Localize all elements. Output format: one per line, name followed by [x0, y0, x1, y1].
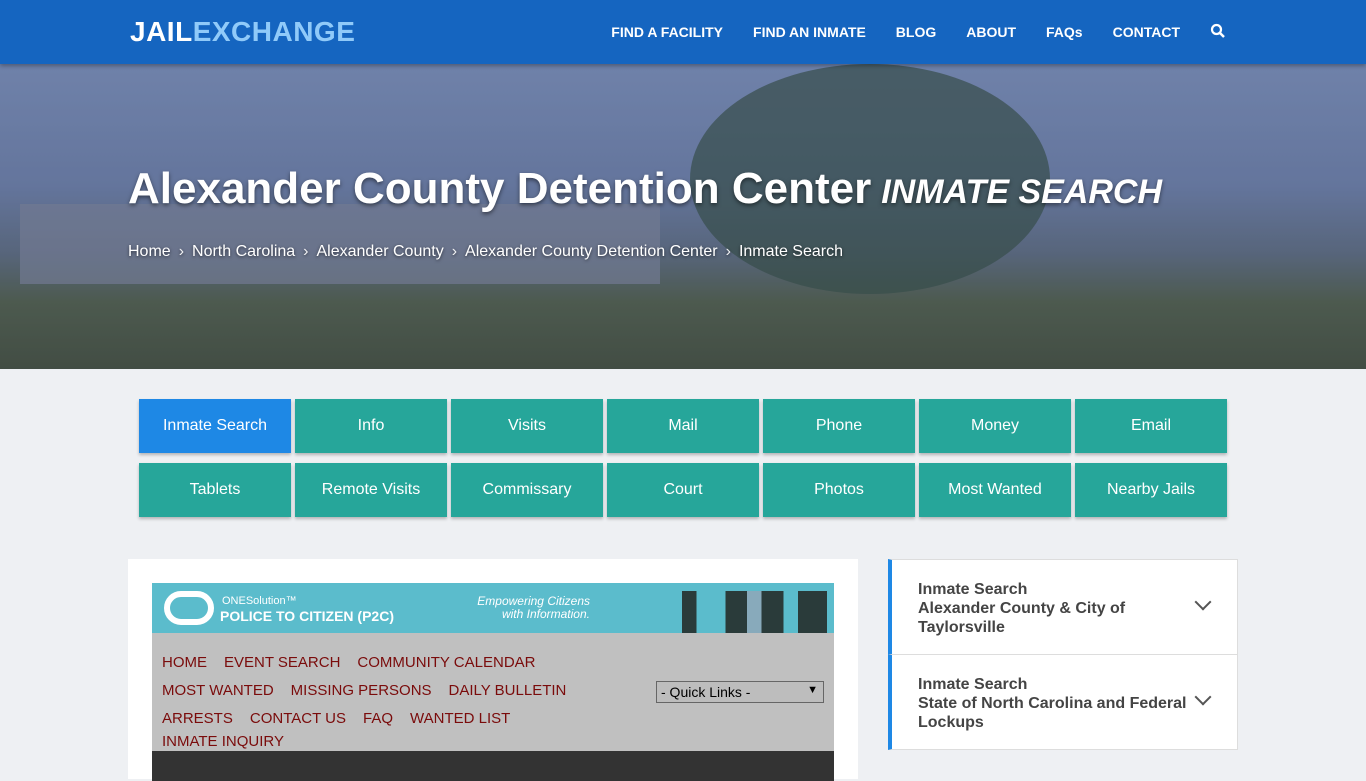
p2c-link-daily-bulletin[interactable]: DAILY BULLETIN [448, 682, 567, 699]
btn-mail[interactable]: Mail [607, 399, 759, 453]
top-nav: JAILEXCHANGE FIND A FACILITY FIND AN INM… [0, 0, 1366, 64]
logo-part2: EXCHANGE [192, 16, 356, 47]
breadcrumb-county[interactable]: Alexander County [316, 243, 444, 260]
btn-commissary[interactable]: Commissary [451, 463, 603, 517]
btn-nearby-jails[interactable]: Nearby Jails [1075, 463, 1227, 517]
tagline-2: with Information. [501, 607, 590, 621]
city-skyline-icon [682, 591, 827, 633]
breadcrumb-home[interactable]: Home [128, 243, 171, 260]
chevron-down-icon: ▼ [807, 684, 818, 696]
p2c-screenshot-card: ONESolution™ POLICE TO CITIZEN (P2C) Emp… [128, 559, 858, 781]
quick-links-value: - Quick Links - [661, 684, 751, 700]
p2c-link-event-search[interactable]: EVENT SEARCH [224, 654, 341, 671]
btn-most-wanted[interactable]: Most Wanted [919, 463, 1071, 517]
page-title: Alexander County Detention Center INMATE … [128, 164, 1162, 214]
chevron-right-icon: › [725, 243, 731, 260]
p2c-link-faq[interactable]: FAQ [362, 710, 393, 727]
logo[interactable]: JAILEXCHANGE [130, 16, 355, 48]
btn-money[interactable]: Money [919, 399, 1071, 453]
accordion-subtitle: State of North Carolina and Federal Lock… [918, 695, 1187, 731]
hero-building [20, 204, 660, 284]
p2c-link-community-calendar[interactable]: COMMUNITY CALENDAR [357, 654, 536, 671]
accordion-item-state[interactable]: Inmate Search State of North Carolina and… [888, 654, 1238, 750]
p2c-link-most-wanted[interactable]: MOST WANTED [162, 682, 274, 699]
title-subtitle: INMATE SEARCH [881, 173, 1163, 211]
menu-blog[interactable]: BLOG [895, 24, 937, 40]
accordion-title: Inmate Search [918, 581, 1028, 598]
p2c-link-arrests[interactable]: ARRESTS [162, 710, 233, 727]
breadcrumb: Home › North Carolina › Alexander County › … [128, 243, 843, 261]
btn-court[interactable]: Court [607, 463, 759, 517]
p2c-brand-top: ONESolution™ [222, 595, 297, 607]
sidebar-accordion: Inmate Search Alexander County & City of … [888, 559, 1238, 750]
onesolution-logo-icon [164, 591, 214, 625]
breadcrumb-facility[interactable]: Alexander County Detention Center [465, 243, 718, 260]
btn-phone[interactable]: Phone [763, 399, 915, 453]
accordion-subtitle: Alexander County & City of Taylorsville [918, 600, 1126, 636]
tagline-1: Empowering Citizens [477, 594, 590, 608]
p2c-link-home[interactable]: HOME [162, 654, 207, 671]
main-menu: FIND A FACILITY FIND AN INMATE BLOG ABOU… [611, 0, 1226, 64]
breadcrumb-current: Inmate Search [738, 243, 843, 260]
menu-find-inmate[interactable]: FIND AN INMATE [753, 24, 866, 40]
p2c-photo [152, 751, 834, 781]
btn-email[interactable]: Email [1075, 399, 1227, 453]
chevron-right-icon: › [303, 243, 309, 260]
p2c-link-inmate-inquiry[interactable]: INMATE INQUIRY [162, 733, 284, 750]
hero-tree [690, 64, 1050, 294]
p2c-brand-main: POLICE TO CITIZEN (P2C) [220, 608, 394, 624]
menu-contact[interactable]: CONTACT [1112, 24, 1180, 40]
btn-tablets[interactable]: Tablets [139, 463, 291, 517]
btn-remote-visits[interactable]: Remote Visits [295, 463, 447, 517]
p2c-nav: HOME EVENT SEARCH COMMUNITY CALENDAR MOST … [152, 633, 834, 751]
logo-part1: JAIL [130, 16, 193, 47]
hero-overlay [0, 64, 1366, 369]
chevron-right-icon: › [178, 243, 185, 260]
p2c-tagline: Empowering Citizens with Information. [462, 595, 590, 621]
chevron-right-icon: › [451, 243, 458, 260]
p2c-link-wanted-list[interactable]: WANTED LIST [410, 710, 511, 727]
accordion-title: Inmate Search [918, 676, 1028, 693]
quick-links-select[interactable]: - Quick Links - ▼ [656, 681, 824, 703]
menu-about[interactable]: ABOUT [966, 24, 1017, 40]
accordion-item-county[interactable]: Inmate Search Alexander County & City of … [888, 559, 1238, 655]
title-text: Alexander County Detention Center [128, 164, 872, 213]
p2c-header: ONESolution™ POLICE TO CITIZEN (P2C) Emp… [152, 583, 834, 633]
facility-nav-buttons: Inmate Search Info Visits Mail Phone Mon… [139, 399, 1227, 517]
hero-banner: Alexander County Detention Center INMATE … [0, 64, 1366, 369]
btn-info[interactable]: Info [295, 399, 447, 453]
p2c-link-contact-us[interactable]: CONTACT US [249, 710, 346, 727]
p2c-link-missing-persons[interactable]: MISSING PERSONS [290, 682, 432, 699]
search-icon[interactable] [1210, 23, 1226, 42]
menu-find-facility[interactable]: FIND A FACILITY [611, 24, 724, 40]
menu-faqs[interactable]: FAQs [1046, 24, 1083, 40]
breadcrumb-state[interactable]: North Carolina [192, 243, 296, 260]
btn-visits[interactable]: Visits [451, 399, 603, 453]
btn-photos[interactable]: Photos [763, 463, 915, 517]
btn-inmate-search[interactable]: Inmate Search [139, 399, 291, 453]
